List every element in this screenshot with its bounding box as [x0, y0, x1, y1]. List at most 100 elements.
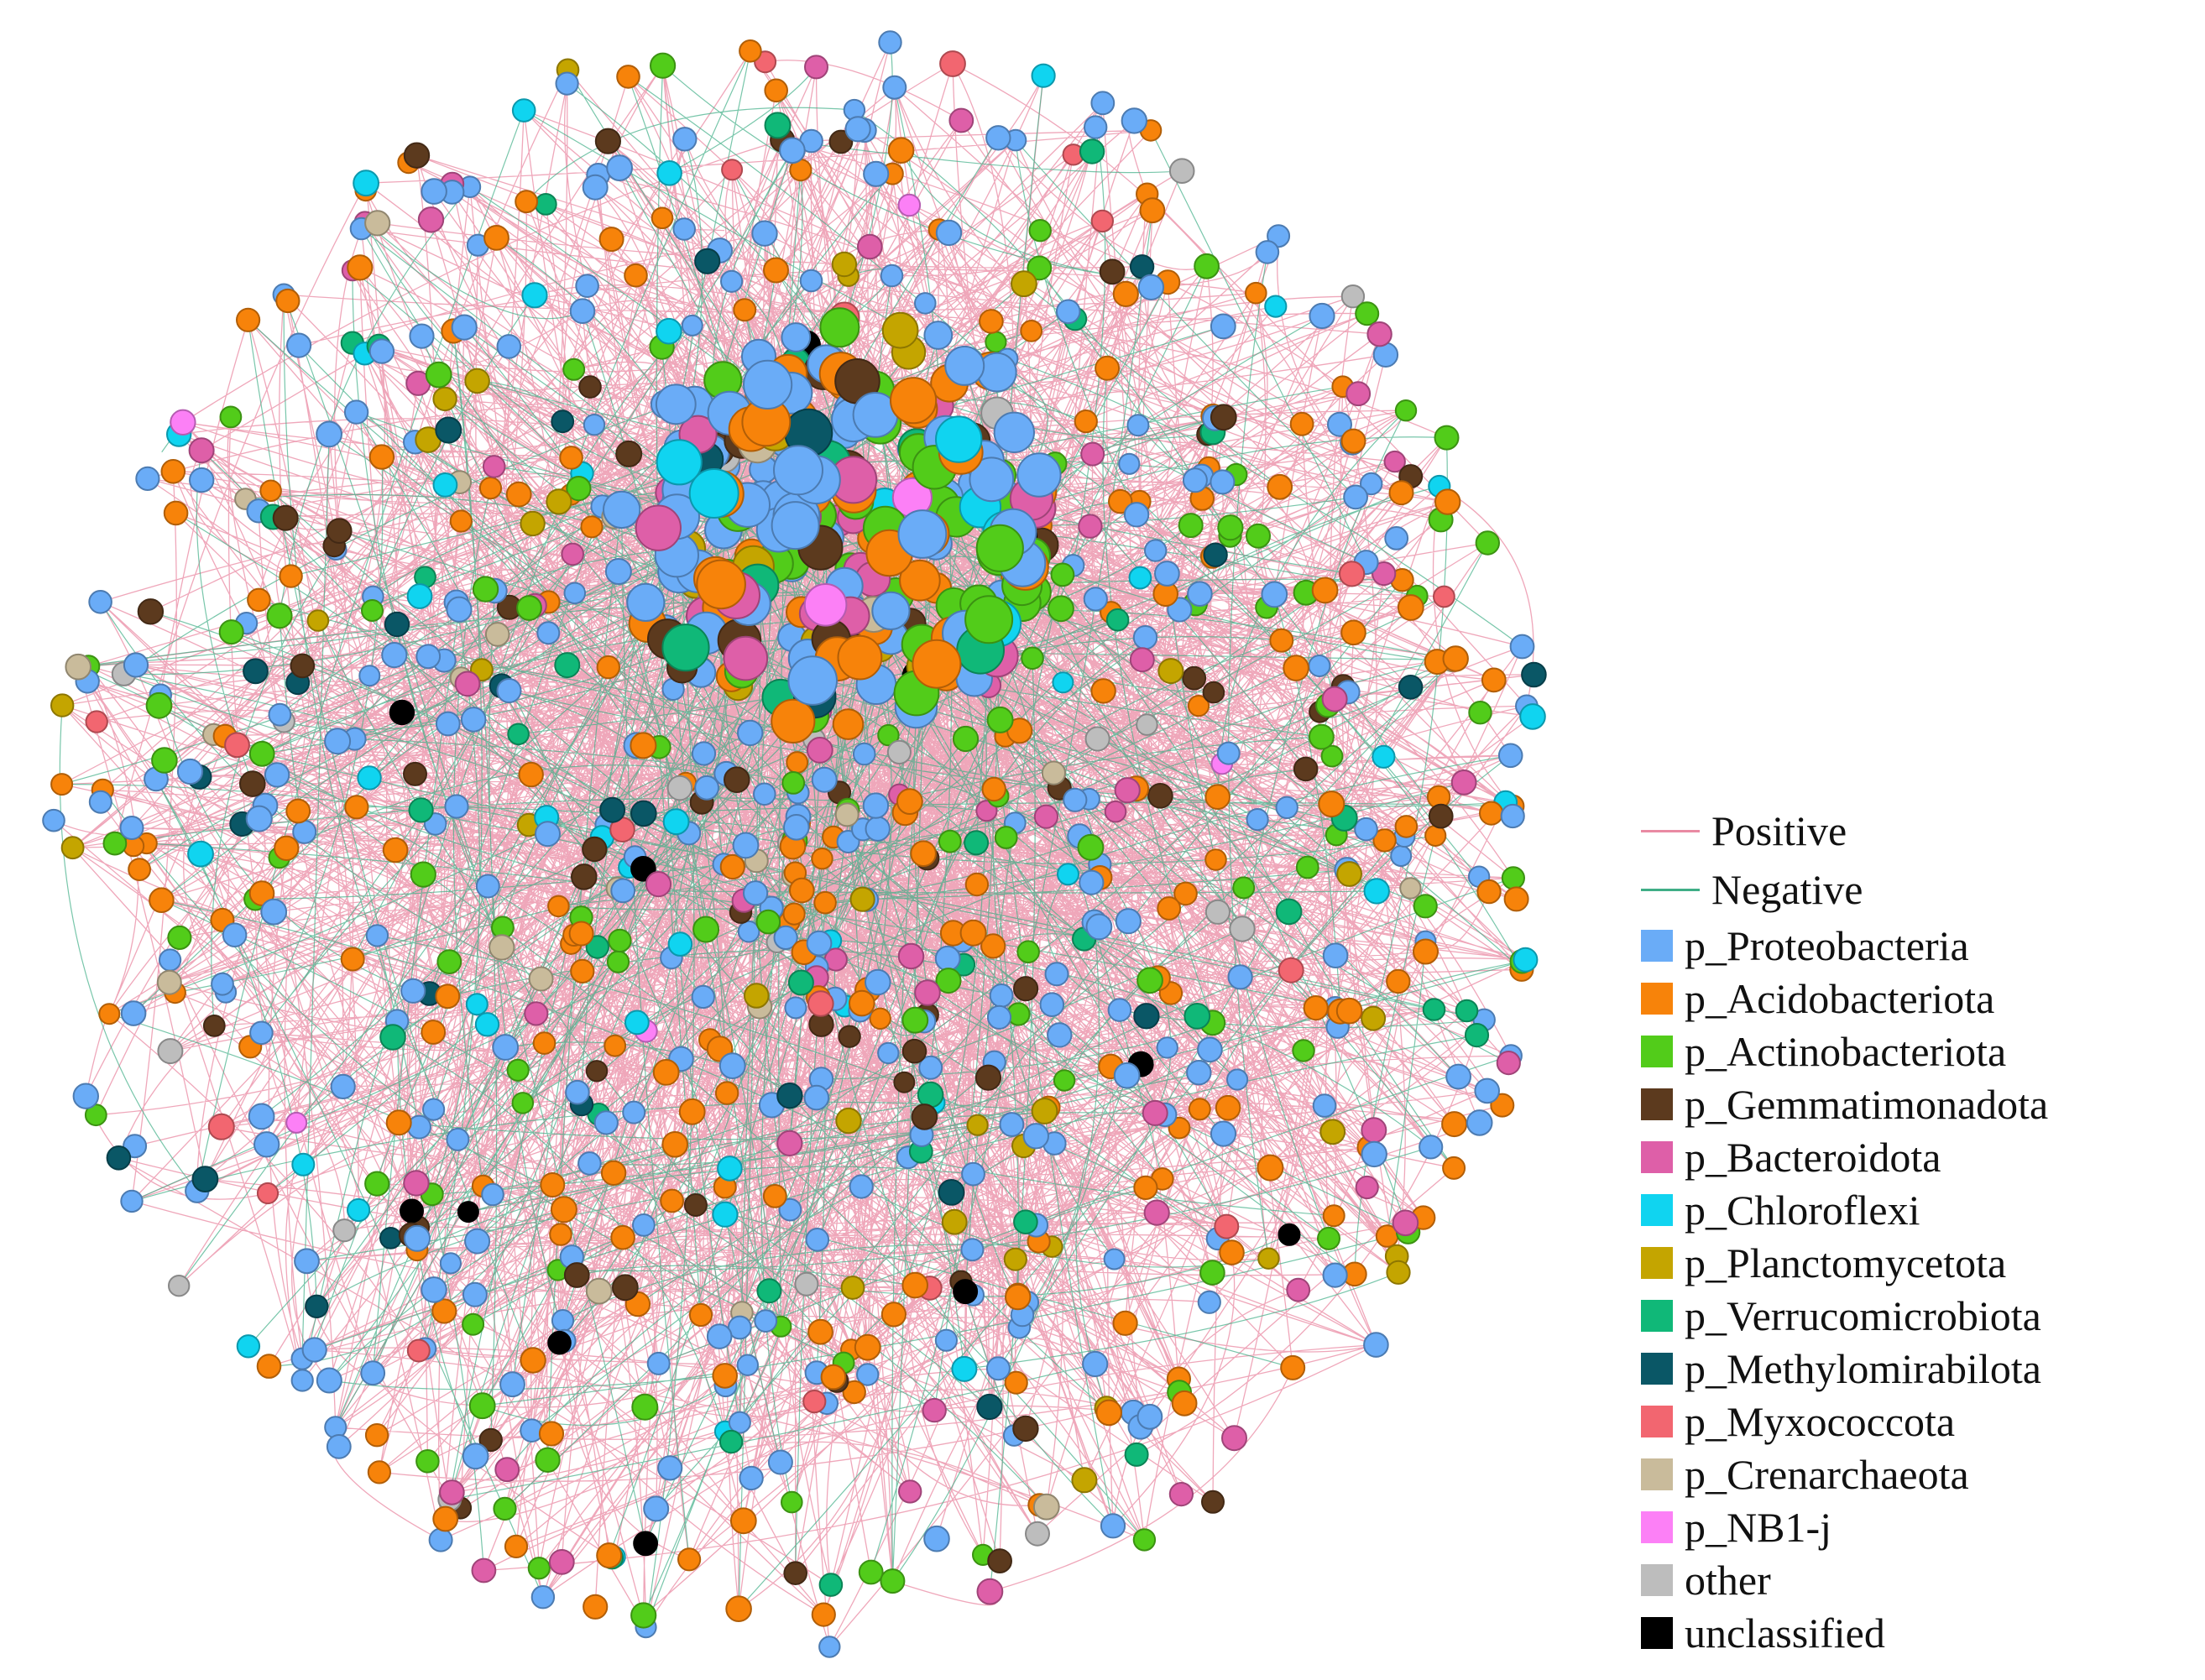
- network-node: [1257, 1154, 1284, 1182]
- network-node: [994, 826, 1018, 849]
- network-node: [507, 723, 530, 746]
- network-node: [551, 1309, 575, 1333]
- legend-label: p_Verrucomicrobiota: [1685, 1291, 2041, 1339]
- network-node: [1308, 655, 1331, 677]
- network-node: [294, 1248, 320, 1275]
- network-node: [1099, 258, 1126, 285]
- network-node: [1318, 790, 1345, 818]
- network-node: [985, 125, 1011, 151]
- network-node: [1044, 962, 1069, 987]
- network-node: [569, 298, 596, 325]
- network-node: [245, 805, 273, 832]
- network-node: [451, 314, 478, 341]
- network-node: [1442, 1156, 1466, 1180]
- network-node: [565, 1079, 590, 1105]
- network-node: [580, 515, 604, 539]
- network-node: [472, 576, 499, 603]
- network-node: [1339, 561, 1366, 587]
- network-node: [1147, 783, 1173, 809]
- network-node: [279, 564, 303, 588]
- network-node: [120, 1189, 144, 1213]
- network-node: [691, 741, 717, 766]
- methylomirabilota-node-icon: [1641, 1352, 1673, 1385]
- legend-item: other: [1641, 1553, 2195, 1606]
- network-node: [1171, 1390, 1198, 1417]
- network-node: [1386, 1260, 1411, 1285]
- network-node: [1275, 898, 1303, 926]
- network-node: [538, 1421, 565, 1447]
- network-node: [732, 832, 760, 859]
- network-node: [1210, 1120, 1237, 1147]
- network-node: [688, 1302, 713, 1328]
- network-node: [404, 1224, 431, 1252]
- network-node: [274, 835, 300, 861]
- network-node: [168, 1275, 191, 1297]
- network-node: [489, 934, 515, 961]
- network-node: [326, 518, 353, 544]
- network-node: [650, 52, 677, 79]
- network-node: [368, 444, 395, 470]
- network-node: [50, 773, 74, 796]
- legend-item: unclassified: [1641, 1606, 2195, 1659]
- network-node: [976, 1393, 1003, 1421]
- network-node: [1226, 1068, 1249, 1091]
- network-node: [781, 322, 812, 352]
- network-node: [948, 107, 974, 133]
- network-node: [268, 702, 292, 727]
- network-node: [656, 317, 682, 345]
- network-node: [367, 1460, 391, 1484]
- network-node: [863, 160, 890, 187]
- network-node: [1275, 796, 1298, 819]
- network-node: [516, 595, 542, 621]
- network-node: [340, 947, 365, 972]
- network-node: [899, 559, 941, 602]
- network-node: [626, 582, 666, 623]
- network-node: [896, 788, 923, 815]
- network-node: [1204, 784, 1231, 811]
- network-node: [1031, 63, 1056, 88]
- network-node: [1107, 998, 1132, 1022]
- network-node: [733, 298, 757, 322]
- network-node: [660, 1188, 684, 1213]
- network-node: [535, 821, 561, 848]
- network-node: [291, 1152, 316, 1177]
- network-node: [655, 383, 697, 425]
- network-node: [986, 1004, 1012, 1030]
- legend-item: p_Chloroflexi: [1641, 1183, 2195, 1236]
- network-node: [854, 1333, 881, 1361]
- network-node: [457, 1201, 479, 1223]
- legend-item: p_Methylomirabilota: [1641, 1342, 2195, 1395]
- network-node: [236, 1334, 261, 1359]
- network-node: [524, 1001, 549, 1026]
- network-node: [431, 1298, 457, 1324]
- network-node: [492, 1034, 520, 1061]
- network-node: [624, 263, 648, 288]
- network-node: [1080, 441, 1105, 467]
- network-node: [755, 909, 781, 935]
- network-node: [290, 653, 316, 679]
- network-node: [559, 446, 583, 470]
- network-node: [1372, 561, 1397, 587]
- network-node: [1113, 1062, 1141, 1089]
- network-node: [844, 116, 871, 143]
- network-node: [1384, 526, 1409, 550]
- network-node: [677, 1547, 702, 1572]
- network-node: [890, 377, 938, 425]
- network-node: [1078, 514, 1103, 539]
- network-node: [385, 1109, 412, 1136]
- network-node: [806, 930, 833, 957]
- network-node: [506, 1058, 530, 1082]
- network-node: [694, 248, 721, 274]
- network-node: [518, 761, 544, 788]
- network-node: [1118, 452, 1141, 475]
- network-node: [914, 979, 941, 1006]
- network-node: [1157, 896, 1182, 921]
- network-node: [941, 1208, 968, 1235]
- network-node: [379, 1227, 402, 1250]
- network-node: [266, 603, 293, 629]
- network-node: [598, 227, 624, 253]
- network-node: [1521, 661, 1547, 688]
- network-node: [1143, 1199, 1170, 1226]
- network-node: [439, 1252, 462, 1275]
- network-node: [1355, 1175, 1379, 1200]
